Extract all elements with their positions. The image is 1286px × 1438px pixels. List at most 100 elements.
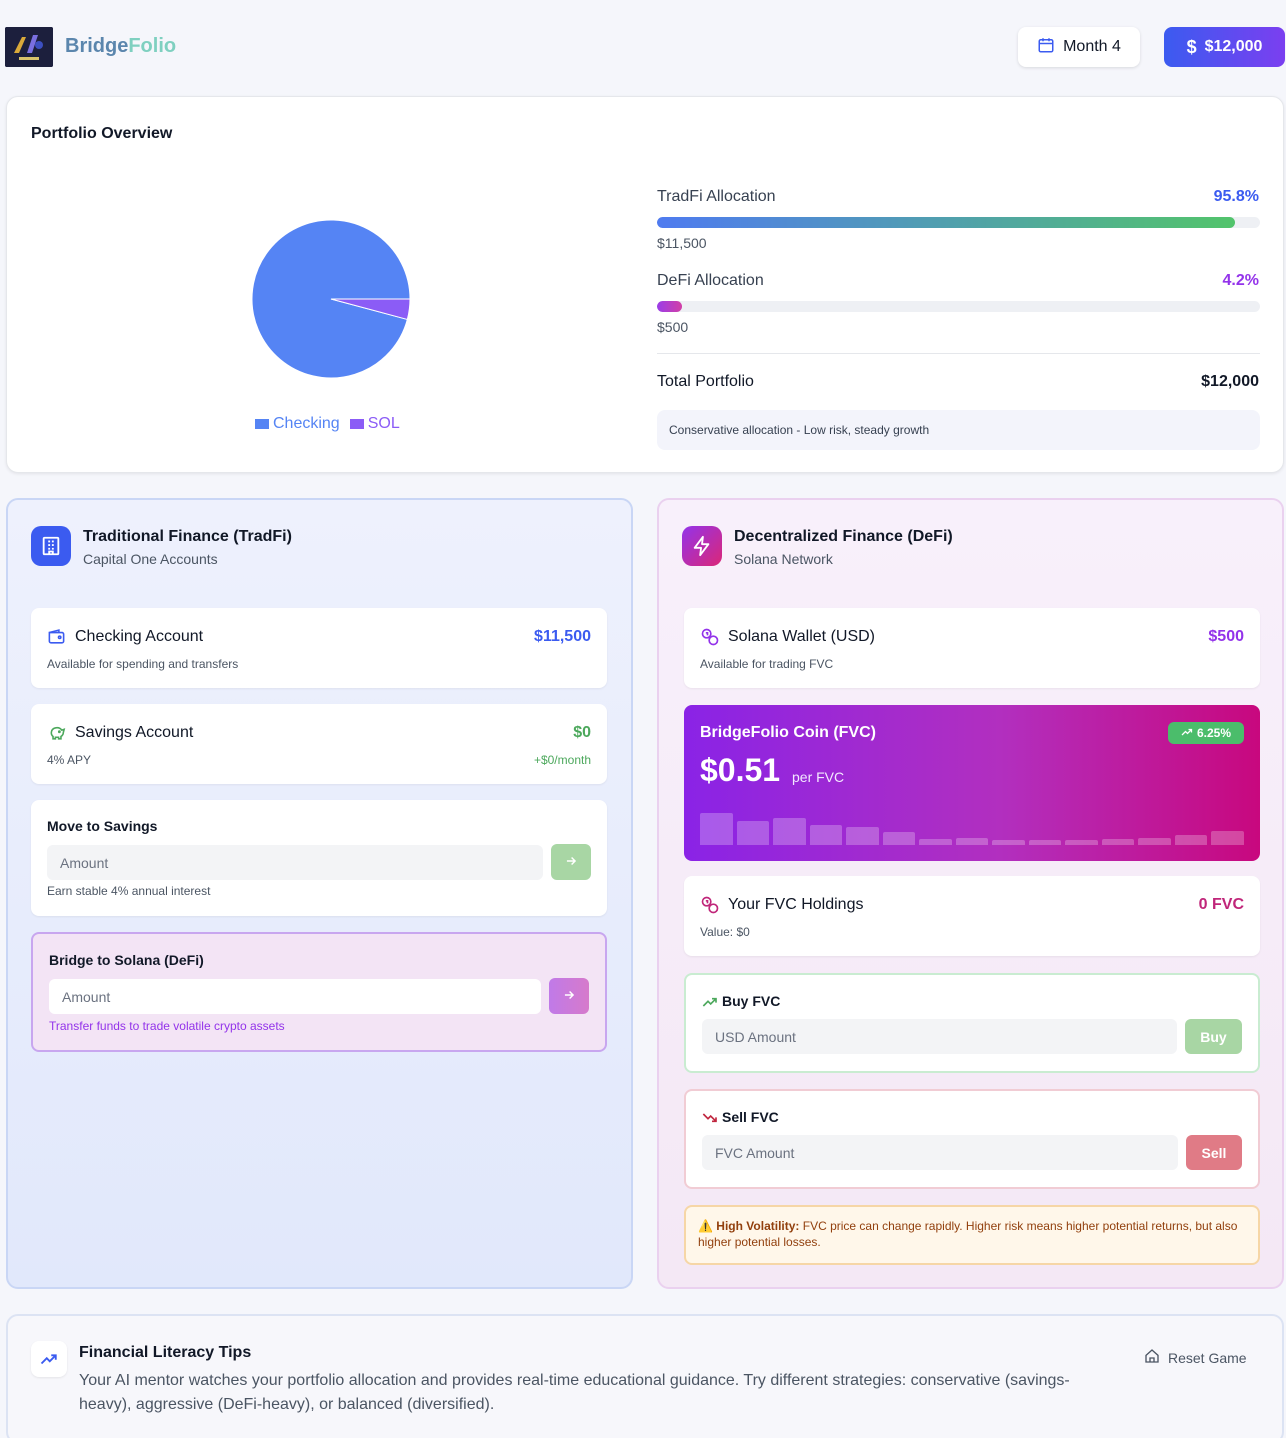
building-icon [31,526,71,566]
savings-apy: 4% APY [47,753,92,767]
tradfi-allocation-fill [657,217,1235,228]
legend-item-checking[interactable]: Checking [255,415,340,433]
defi-allocation-bar [657,301,1260,312]
checking-account-name: Checking Account [75,628,204,645]
fvc-history-bar [919,838,952,845]
move-to-savings-hint: Earn stable 4% annual interest [47,884,211,898]
tips-title: Financial Literacy Tips [79,1344,252,1361]
legend-item-sol[interactable]: SOL [349,415,400,433]
buy-fvc-input[interactable]: USD Amount [702,1019,1177,1054]
fvc-history-bar [700,812,733,845]
portfolio-overview-title: Portfolio Overview [31,125,173,142]
sell-fvc-card: Sell FVC FVC Amount Sell [684,1089,1260,1189]
overview-divider [657,353,1260,354]
piggy-bank-icon [47,723,67,747]
fvc-price-history-chart [700,811,1244,845]
allocation-pie-chart [251,219,411,379]
pie-slice-sol[interactable] [330,298,411,321]
checking-account-card[interactable]: Checking Account $11,500 Available for s… [31,608,607,688]
fvc-history-bar [882,832,916,845]
sell-fvc-button[interactable]: Sell [1186,1135,1242,1170]
volatility-warning: ⚠️ High Volatility: FVC price can change… [684,1205,1260,1265]
sell-fvc-title: Sell FVC [722,1109,779,1125]
defi-allocation-amount: $500 [657,319,689,335]
fvc-price: $0.51 [700,752,781,788]
fvc-holdings-card[interactable]: Your FVC Holdings 0 FVC Value: $0 [684,876,1260,956]
fvc-price-unit: per FVC [792,769,845,785]
fvc-history-bar [992,840,1025,845]
app-header: BridgeFolio Month 4 $ $12,000 [0,0,1286,92]
bridge-to-solana-hint: Transfer funds to trade volatile crypto … [49,1019,285,1033]
bridge-to-solana-input[interactable]: Amount [49,979,541,1014]
sell-fvc-input[interactable]: FVC Amount [702,1135,1178,1170]
defi-panel: Decentralized Finance (DeFi) Solana Netw… [657,498,1284,1289]
fvc-history-bar [1028,840,1062,845]
fvc-holdings-usd-value: Value: $0 [700,925,750,939]
defi-title: Decentralized Finance (DeFi) [734,528,953,545]
fvc-coin-card: BridgeFolio Coin (FVC) 6.25% $0.51 per F… [684,705,1260,861]
fvc-change-value: 6.25% [1196,726,1232,740]
total-portfolio-label: Total Portfolio [657,373,754,390]
trending-up-icon [31,1341,67,1377]
trending-up-icon [702,995,718,1013]
tradfi-allocation-label: TradFi Allocation [657,188,776,205]
tradfi-allocation-percent: 95.8% [1213,188,1259,205]
pie-legend: Checking SOL [255,415,400,433]
move-to-savings-title: Move to Savings [47,818,158,834]
legend-swatch-sol [349,419,364,429]
cash-balance-button[interactable]: $ $12,000 [1164,27,1285,67]
warning-icon: ⚠️ [698,1219,713,1233]
checking-account-description: Available for spending and transfers [47,657,239,671]
solana-wallet-name: Solana Wallet (USD) [728,628,876,645]
fvc-history-bar [1174,834,1208,845]
bridge-to-solana-button[interactable] [549,978,589,1014]
coins-icon [700,895,720,920]
volatility-warning-title: High Volatility: [716,1219,800,1233]
move-to-savings-button[interactable] [551,844,591,880]
checking-account-value: $11,500 [534,628,591,645]
fvc-history-bar [1138,837,1171,845]
solana-wallet-description: Available for trading FVC [700,657,834,671]
solana-wallet-card[interactable]: Solana Wallet (USD) $500 Available for t… [684,608,1260,688]
trending-down-icon [702,1111,718,1129]
reset-game-button[interactable]: Reset Game [1144,1348,1247,1367]
defi-allocation-label: DeFi Allocation [657,272,764,289]
savings-account-value: $0 [573,724,591,741]
buy-fvc-card: Buy FVC USD Amount Buy [684,973,1260,1073]
tradfi-allocation-amount: $11,500 [657,235,707,251]
cash-balance-label: $12,000 [1204,38,1263,55]
coins-icon [700,627,720,652]
defi-allocation-percent: 4.2% [1222,272,1259,289]
fvc-history-bar [736,820,770,845]
tradfi-allocation-bar [657,217,1260,228]
fvc-history-bar [1101,838,1135,845]
fvc-holdings-value: 0 FVC [1198,896,1244,913]
brand-name-part1: Bridge [65,35,129,57]
buy-fvc-button[interactable]: Buy [1185,1019,1242,1054]
trending-up-icon [1181,726,1193,740]
defi-allocation-fill [657,301,683,312]
fvc-history-bar [773,818,806,845]
savings-account-card[interactable]: Savings Account $0 4% APY +$0/month [31,704,607,784]
legend-swatch-checking [255,419,269,429]
month-indicator[interactable]: Month 4 [1018,27,1140,67]
move-to-savings-input[interactable]: Amount [47,845,543,880]
arrow-right-icon [564,854,578,871]
tradfi-subtitle: Capital One Accounts [83,551,218,567]
fvc-history-bar [1065,840,1098,845]
tradfi-title: Traditional Finance (TradFi) [83,528,292,545]
brand-logo [5,27,53,67]
tradfi-panel: Traditional Finance (TradFi) Capital One… [6,498,633,1289]
bridge-to-solana-card: Bridge to Solana (DeFi) Amount Transfer … [31,932,607,1052]
wallet-icon [47,627,66,651]
legend-label-checking: Checking [273,415,340,432]
bridge-to-solana-title: Bridge to Solana (DeFi) [49,952,204,968]
total-portfolio-value: $12,000 [1201,373,1259,390]
home-icon [1144,1348,1160,1367]
month-label: Month 4 [1063,38,1121,55]
move-to-savings-card: Move to Savings Amount Earn stable 4% an… [31,800,607,916]
reset-game-label: Reset Game [1168,1349,1247,1366]
financial-literacy-tips: Financial Literacy Tips Your AI mentor w… [6,1314,1284,1438]
defi-subtitle: Solana Network [734,551,833,567]
volatility-warning-text: FVC price can change rapidly. Higher ris… [698,1219,1238,1249]
